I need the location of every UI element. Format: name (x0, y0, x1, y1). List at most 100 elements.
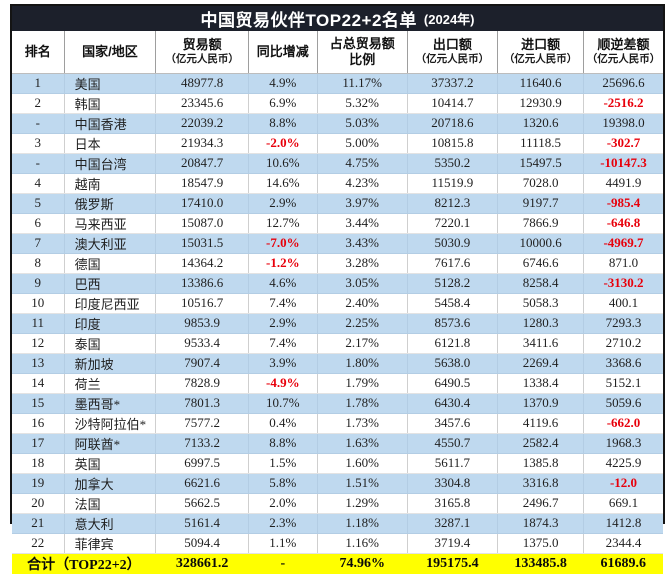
cell-export: 10815.8 (407, 133, 499, 154)
cell-export: 5030.9 (407, 233, 499, 254)
cell-yoy: 2.9% (248, 313, 318, 334)
total-yoy: - (248, 552, 318, 574)
cell-share: 1.78% (317, 393, 408, 414)
cell-trade: 6621.6 (155, 473, 249, 494)
cell-country: 巴西 (64, 273, 157, 294)
table-header: 排名 国家/地区 贸易额 （亿元人民币） 同比增减 占总贸易额 比例 出口额 （亿元人… (12, 31, 663, 74)
col-header-trade: 贸易额 （亿元人民币） (155, 31, 249, 74)
cell-yoy: -7.0% (248, 233, 318, 254)
cell-rank: - (12, 153, 65, 174)
cell-trade: 9853.9 (155, 313, 249, 334)
cell-trade: 18547.9 (155, 173, 249, 194)
cell-export: 5638.0 (407, 353, 499, 374)
cell-trade: 20847.7 (155, 153, 249, 174)
cell-trade: 15031.5 (155, 233, 249, 254)
cell-rank: 19 (12, 473, 65, 494)
cell-trade: 13386.6 (155, 273, 249, 294)
cell-export: 11519.9 (407, 173, 499, 194)
col-header-yoy: 同比增减 (248, 31, 318, 74)
table-row: - 中国香港 22039.2 8.8% 5.03% 20718.6 1320.6 19398.… (12, 113, 663, 134)
cell-country: 意大利 (64, 513, 157, 534)
cell-share: 1.80% (317, 353, 408, 374)
cell-export: 6430.4 (407, 393, 499, 414)
cell-country: 沙特阿拉伯* (64, 413, 157, 434)
cell-rank: 4 (12, 173, 65, 194)
table-row: 10 印度尼西亚 10516.7 7.4% 2.40% 5458.4 5058.3 400.1 (12, 293, 663, 314)
cell-country: 德国 (64, 253, 157, 274)
table-row: 5 俄罗斯 17410.0 2.9% 3.97% 8212.3 9197.7 -985.4 (12, 193, 663, 214)
cell-yoy: 2.9% (248, 193, 318, 214)
cell-trade: 9533.4 (155, 333, 249, 354)
cell-import: 9197.7 (497, 193, 585, 214)
cell-trade: 5161.4 (155, 513, 249, 534)
title-year: (2024年) (423, 12, 475, 27)
cell-trade: 14364.2 (155, 253, 249, 274)
cell-country: 荷兰 (64, 373, 157, 394)
cell-rank: 11 (12, 313, 65, 334)
cell-trade: 22039.2 (155, 113, 249, 134)
cell-trade: 7577.2 (155, 413, 249, 434)
table-row: 8 德国 14364.2 -1.2% 3.28% 7617.6 6746.6 871.0 (12, 253, 663, 274)
cell-export: 5128.2 (407, 273, 499, 294)
table-row: 16 沙特阿拉伯* 7577.2 0.4% 1.73% 3457.6 4119.6 -662.… (12, 413, 663, 434)
cell-import: 7028.0 (497, 173, 585, 194)
cell-export: 3457.6 (407, 413, 499, 434)
cell-rank: 8 (12, 253, 65, 274)
cell-rank: 20 (12, 493, 65, 514)
cell-balance: 5059.6 (583, 393, 663, 414)
cell-country: 中国香港 (64, 113, 157, 134)
cell-rank: 18 (12, 453, 65, 474)
cell-country: 英国 (64, 453, 157, 474)
col-header-unit: （亿元人民币） (165, 53, 239, 66)
cell-rank: - (12, 113, 65, 134)
cell-rank: 1 (12, 73, 65, 94)
table-row: 3 日本 21934.3 -2.0% 5.00% 10815.8 11118.5 -302.7 (12, 133, 663, 154)
table-row: 12 泰国 9533.4 7.4% 2.17% 6121.8 3411.6 2710.2 (12, 333, 663, 354)
cell-trade: 21934.3 (155, 133, 249, 154)
cell-trade: 7133.2 (155, 433, 249, 454)
cell-balance: 2710.2 (583, 333, 663, 354)
cell-balance: -2516.2 (583, 93, 663, 114)
cell-balance: 669.1 (583, 493, 663, 514)
cell-yoy: 8.8% (248, 433, 318, 454)
cell-trade: 7801.3 (155, 393, 249, 414)
cell-share: 1.18% (317, 513, 408, 534)
cell-share: 2.25% (317, 313, 408, 334)
table-footer: 合计（TOP22+2） 328661.2 - 74.96% 195175.4 1… (12, 552, 663, 574)
total-balance: 61689.6 (583, 552, 663, 574)
col-header-label: 出口额 (432, 37, 472, 53)
cell-share: 1.73% (317, 413, 408, 434)
cell-yoy: 1.5% (248, 453, 318, 474)
cell-yoy: 6.9% (248, 93, 318, 114)
cell-yoy: 3.9% (248, 353, 318, 374)
cell-import: 1338.4 (497, 373, 585, 394)
cell-balance: 3368.6 (583, 353, 663, 374)
total-label: 合计（TOP22+2） (12, 552, 156, 574)
cell-country: 俄罗斯 (64, 193, 157, 214)
cell-export: 5611.7 (407, 453, 499, 474)
col-header-label: 顺逆差额 (597, 37, 650, 53)
cell-yoy: -1.2% (248, 253, 318, 274)
cell-export: 3165.8 (407, 493, 499, 514)
cell-share: 4.23% (317, 173, 408, 194)
col-header-unit: （亿元人民币） (415, 53, 490, 66)
col-header-label: 占总贸易额 (329, 35, 395, 51)
cell-import: 1874.3 (497, 513, 585, 534)
col-header-export: 出口额 （亿元人民币） (407, 31, 499, 74)
col-header-label: 同比增减 (256, 43, 309, 59)
cell-export: 3287.1 (407, 513, 499, 534)
cell-import: 7866.9 (497, 213, 585, 234)
col-header-country: 国家/地区 (64, 31, 157, 74)
cell-yoy: 0.4% (248, 413, 318, 434)
cell-country: 中国台湾 (64, 153, 157, 174)
cell-share: 4.75% (317, 153, 408, 174)
cell-export: 10414.7 (407, 93, 499, 114)
cell-import: 1320.6 (497, 113, 585, 134)
cell-export: 8212.3 (407, 193, 499, 214)
trade-table-frame: 中国贸易伙伴TOP22+2名单 (2024年) 排名 国家/地区 贸易额 （亿元人… (10, 4, 665, 574)
cell-yoy: 7.4% (248, 333, 318, 354)
table-row: - 中国台湾 20847.7 10.6% 4.75% 5350.2 15497.5 -1014… (12, 153, 663, 174)
cell-balance: -3130.2 (583, 273, 663, 294)
cell-rank: 21 (12, 513, 65, 534)
cell-yoy: 10.6% (248, 153, 318, 174)
